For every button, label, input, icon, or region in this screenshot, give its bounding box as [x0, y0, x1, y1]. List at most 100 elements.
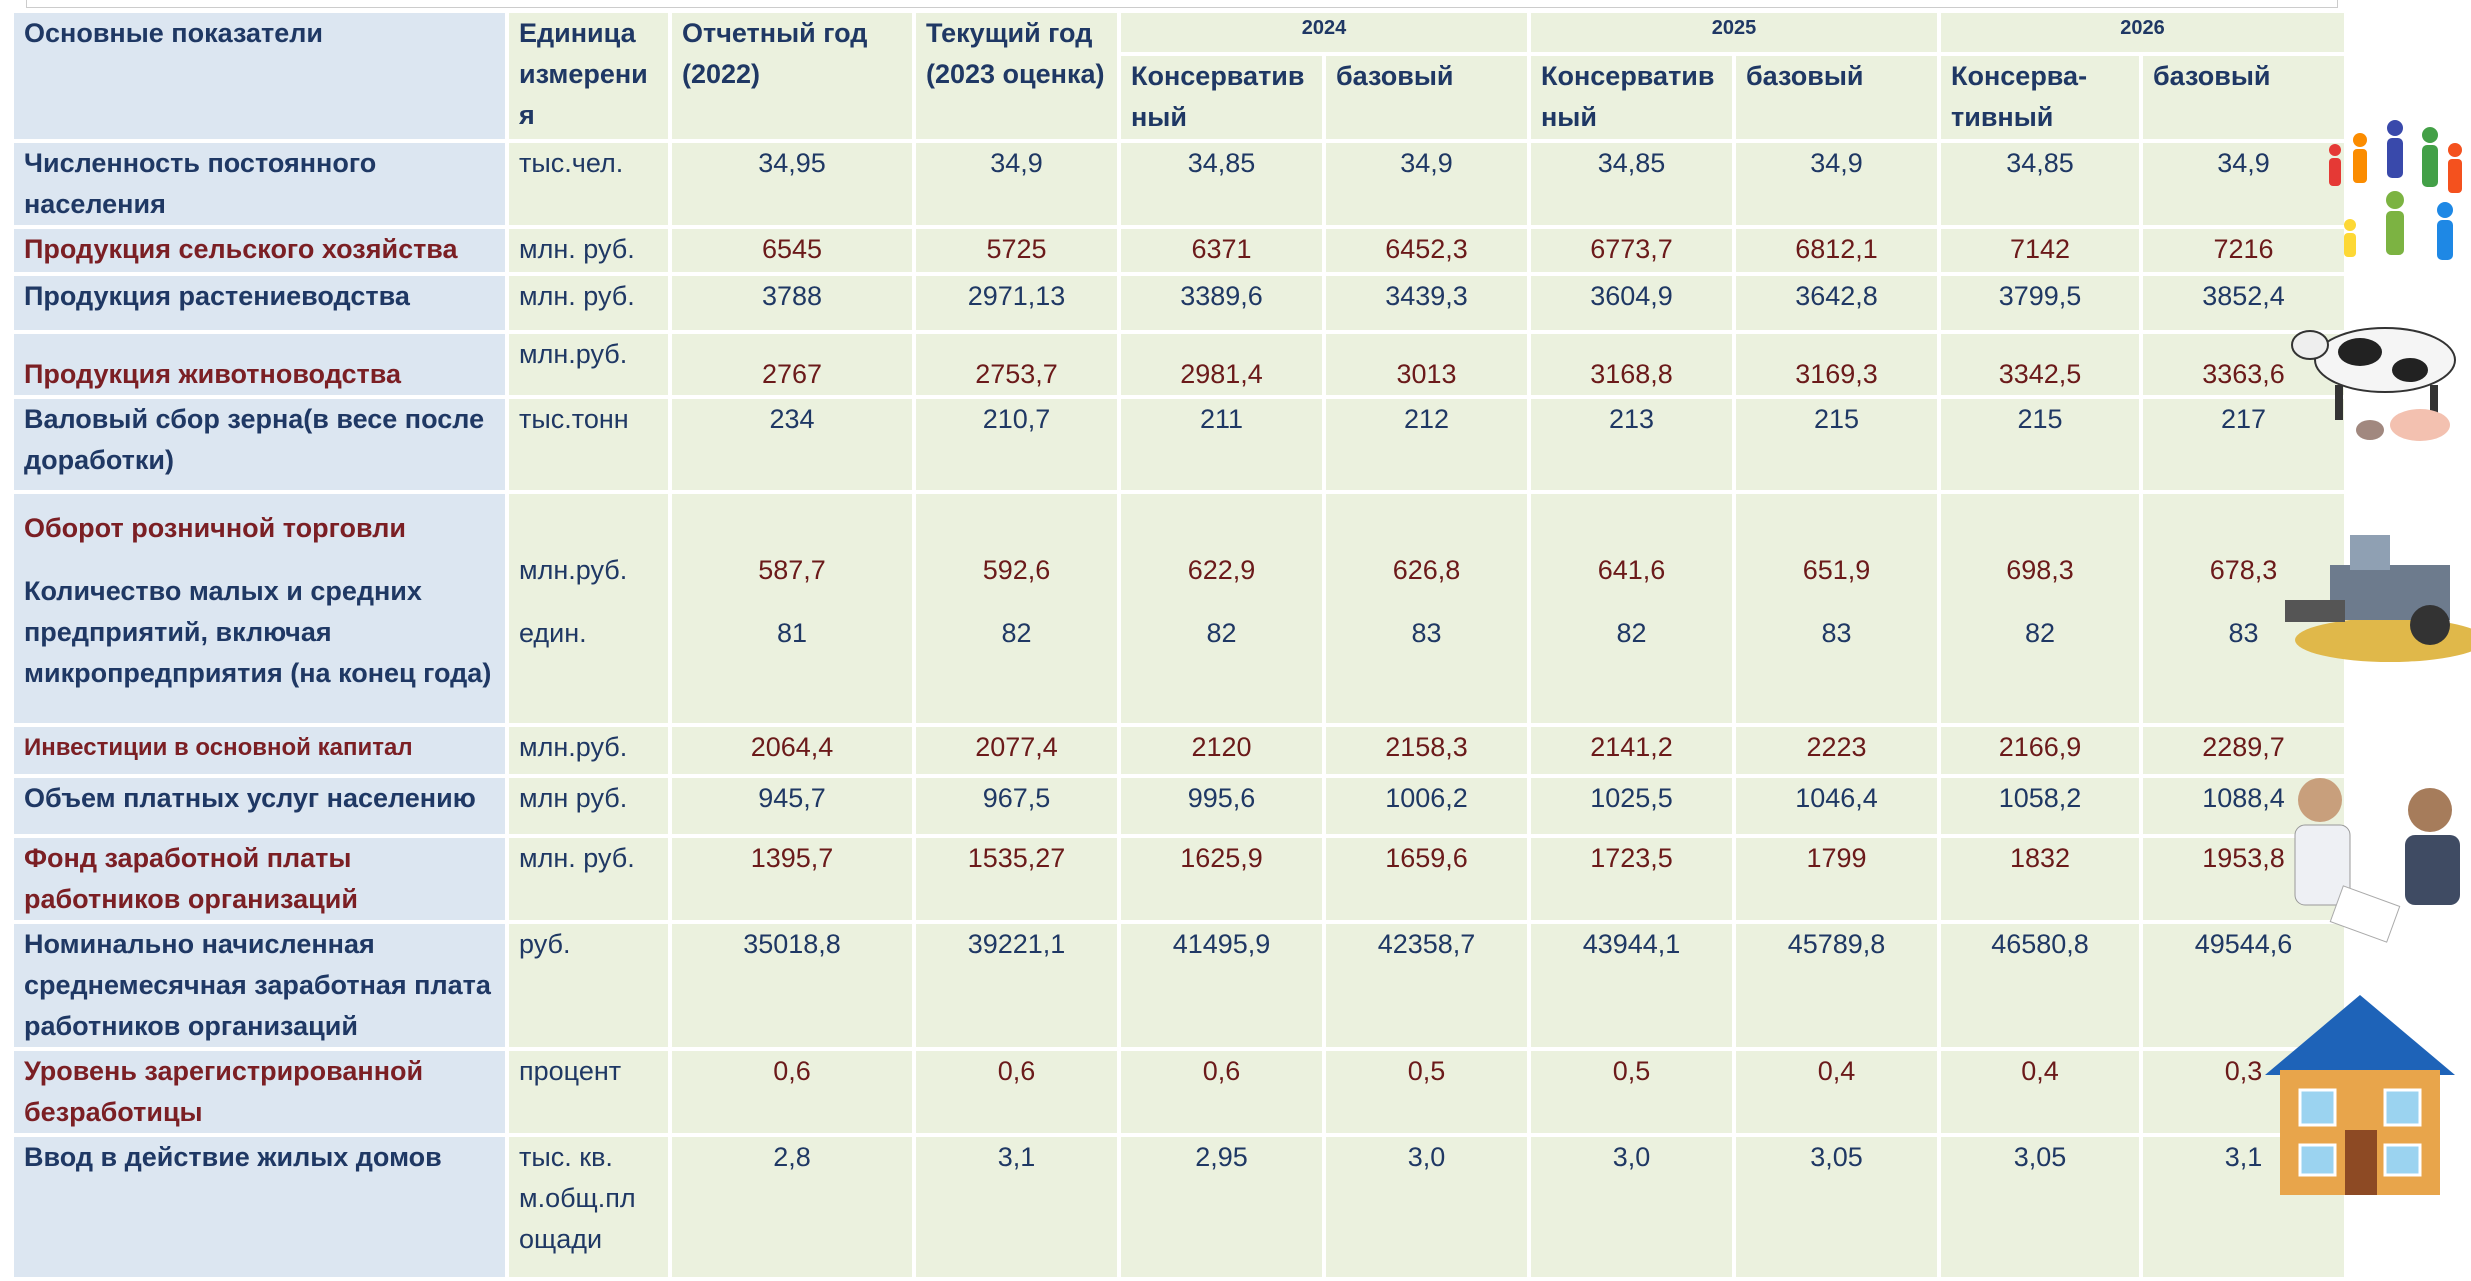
value: 1535,27: [916, 838, 1117, 920]
value: 215: [1941, 399, 2139, 490]
value: 45789,8: [1736, 924, 1937, 1047]
unit: руб.: [509, 924, 668, 1047]
value: 2158,3: [1326, 727, 1527, 774]
value: 2753,7: [916, 334, 1117, 395]
header-indicator: Основные показатели: [14, 13, 505, 139]
row-label: Продукция сельского хозяйства: [14, 229, 505, 272]
value: 3168,8: [1531, 334, 1732, 395]
value: 1832: [1941, 838, 2139, 920]
value: 34,9: [1736, 143, 1937, 225]
header-year: 2026: [1941, 13, 2344, 52]
value: 641,6: [1541, 550, 1722, 591]
table-row: Инвестиции в основной капиталмлн.руб.206…: [14, 727, 2344, 774]
value: 83: [2153, 613, 2334, 654]
row-label: Ввод в действие жилых домов: [14, 1137, 505, 1277]
value: 2,95: [1121, 1137, 1322, 1277]
value: 587,7: [682, 550, 902, 591]
value: 1006,2: [1326, 778, 1527, 834]
unit: тыс.тонн: [509, 399, 668, 490]
value: 3439,3: [1326, 276, 1527, 330]
unit: един.: [519, 613, 658, 654]
value: 83: [1746, 613, 1927, 654]
row-label: Продукция растениеводства: [14, 276, 505, 330]
row-label-cell: Оборот розничной торговлиКоличество малы…: [14, 494, 505, 723]
value: 82: [1951, 613, 2129, 654]
value: 2767: [672, 334, 912, 395]
value: 0,4: [1941, 1051, 2139, 1133]
value: 6452,3: [1326, 229, 1527, 272]
value: 213: [1531, 399, 1732, 490]
row-label: Фонд заработной платы работников организ…: [14, 838, 505, 920]
value: 0,5: [1326, 1051, 1527, 1133]
table-row: Номинально начисленная среднемесячная за…: [14, 924, 2344, 1047]
value: 0,5: [1531, 1051, 1732, 1133]
row-label: Номинально начисленная среднемесячная за…: [14, 924, 505, 1047]
header-scenario: Консервативный: [1121, 56, 1322, 139]
value: 0,6: [1121, 1051, 1322, 1133]
value-cell: 626,883: [1326, 494, 1527, 723]
table-row: Валовый сбор зерна(в весе после доработк…: [14, 399, 2344, 490]
header-year: 2024: [1121, 13, 1527, 52]
value: 43944,1: [1531, 924, 1732, 1047]
header-scenario: базовый: [1326, 56, 1527, 139]
frame: [26, 0, 2338, 8]
value: 6812,1: [1736, 229, 1937, 272]
value-cell: 698,382: [1941, 494, 2139, 723]
value: 49544,6: [2143, 924, 2344, 1047]
row-label: Количество малых и средних предприятий, …: [24, 571, 495, 694]
value: 3788: [672, 276, 912, 330]
value: 995,6: [1121, 778, 1322, 834]
value: 210,7: [916, 399, 1117, 490]
value-cell: 678,383: [2143, 494, 2344, 723]
value: 3,05: [1736, 1137, 1937, 1277]
unit: процент: [509, 1051, 668, 1133]
value: 34,85: [1121, 143, 1322, 225]
header-unit: Единица измерения: [509, 13, 668, 139]
value-cell: 651,9 83: [1736, 494, 1937, 723]
value: 35018,8: [672, 924, 912, 1047]
row-label: Объем платных услуг населению: [14, 778, 505, 834]
value: 34,9: [2143, 143, 2344, 225]
value: 622,9: [1131, 550, 1312, 591]
value: 1025,5: [1531, 778, 1732, 834]
value: 7216: [2143, 229, 2344, 272]
value: 592,6: [926, 550, 1107, 591]
page-body: Основные показатели Единица измерения От…: [0, 0, 2471, 1247]
value: 651,9: [1746, 550, 1927, 591]
value: 39221,1: [916, 924, 1117, 1047]
value: 3169,3: [1736, 334, 1937, 395]
value: 2971,13: [916, 276, 1117, 330]
value: 83: [1336, 613, 1517, 654]
value: 2064,4: [672, 727, 912, 774]
value: 34,9: [1326, 143, 1527, 225]
value: 2166,9: [1941, 727, 2139, 774]
unit: млн руб.: [509, 778, 668, 834]
table-row: Численность постоянного населениятыс.чел…: [14, 143, 2344, 225]
header-year: 2025: [1531, 13, 1937, 52]
value: 1046,4: [1736, 778, 1937, 834]
header-row: Основные показатели Единица измерения От…: [14, 13, 2344, 52]
header-reported: Отчетный год (2022): [672, 13, 912, 139]
value: 3,1: [2143, 1137, 2344, 1277]
value: 41495,9: [1121, 924, 1322, 1047]
value: 3,05: [1941, 1137, 2139, 1277]
table-row: Фонд заработной платы работников организ…: [14, 838, 2344, 920]
value: 0,3: [2143, 1051, 2344, 1133]
unit-cell: млн.руб.един.: [509, 494, 668, 723]
value: 3642,8: [1736, 276, 1937, 330]
value: 2289,7: [2143, 727, 2344, 774]
indicators-table: Основные показатели Единица измерения От…: [10, 9, 2348, 1281]
value: 1395,7: [672, 838, 912, 920]
value: 217: [2143, 399, 2344, 490]
value: 3342,5: [1941, 334, 2139, 395]
row-label: Продукция животноводства: [14, 334, 505, 395]
value: 1723,5: [1531, 838, 1732, 920]
unit: млн. руб.: [509, 838, 668, 920]
value: 2223: [1736, 727, 1937, 774]
header-scenario: Консервативный: [1531, 56, 1732, 139]
